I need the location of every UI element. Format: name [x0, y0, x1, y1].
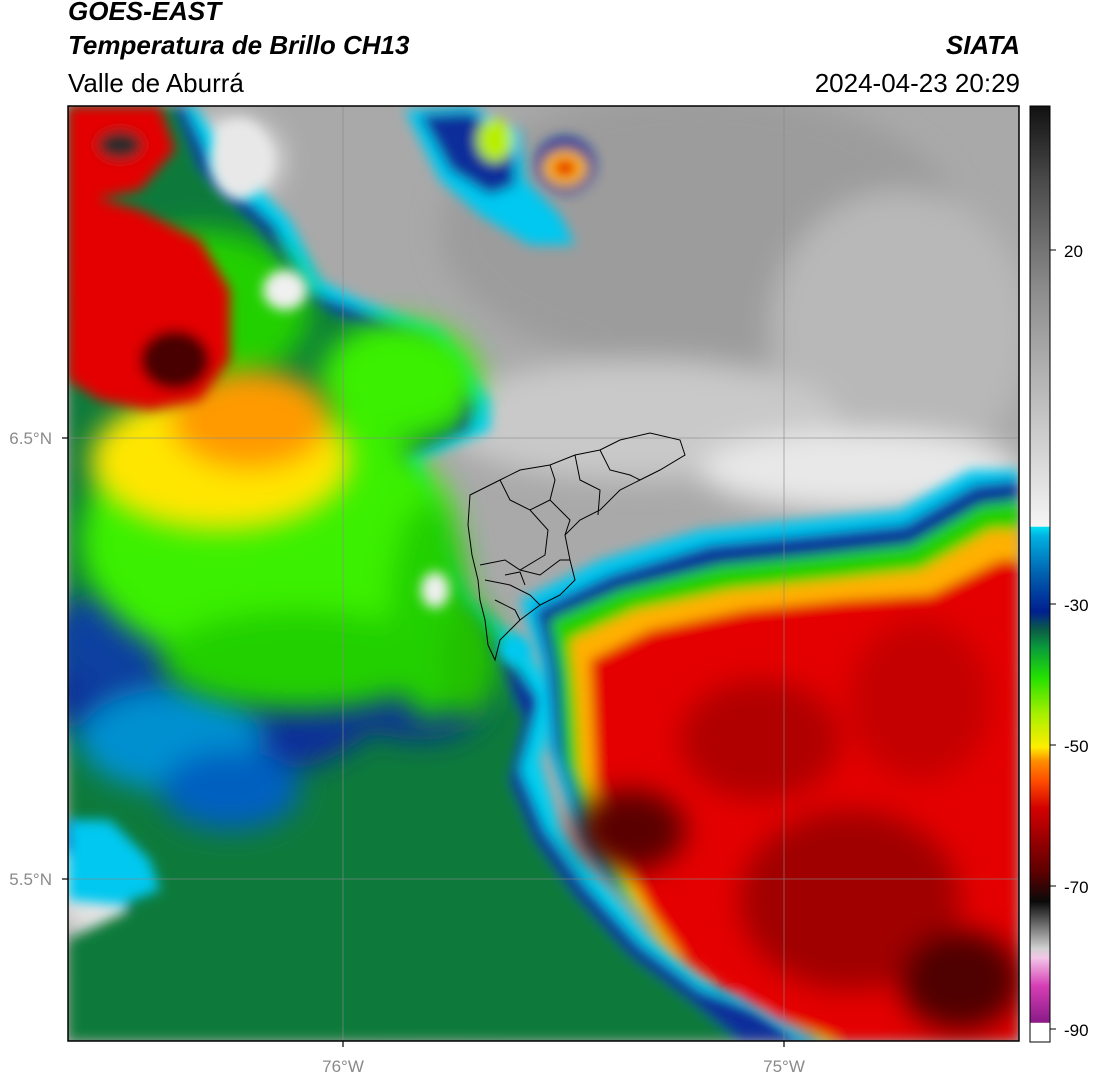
lon-label-75: 75°W — [763, 1057, 805, 1076]
colorbar-tick-minus-30: -30 — [1064, 596, 1089, 615]
colorbar-tick-minus-90: -90 — [1064, 1021, 1089, 1040]
datetime-label: 2024-04-23 20:29 — [814, 68, 1020, 98]
municipality-boundaries — [467, 432, 686, 662]
lat-label-5-5: 5.5°N — [9, 870, 52, 889]
colorbar-tick-minus-50: -50 — [1064, 737, 1089, 756]
product-title: Temperatura de Brillo CH13 — [68, 30, 410, 60]
lon-label-76: 76°W — [322, 1057, 364, 1076]
lat-label-6-5: 6.5°N — [9, 429, 52, 448]
colorbar: 20 -30 -50 -70 -90 — [1029, 105, 1089, 1043]
brightness-temperature-field — [68, 106, 1019, 1041]
map-frame — [67, 105, 1020, 1042]
region-subtitle: Valle de Aburrá — [68, 68, 244, 98]
satellite-title: GOES-EAST — [68, 0, 222, 26]
colorbar-tick-20: 20 — [1064, 242, 1083, 261]
graticule — [68, 106, 1019, 1041]
colorbar-gradient — [1029, 105, 1051, 1043]
colorbar-tick-minus-70: -70 — [1064, 878, 1089, 897]
agency-label: SIATA — [945, 30, 1020, 60]
